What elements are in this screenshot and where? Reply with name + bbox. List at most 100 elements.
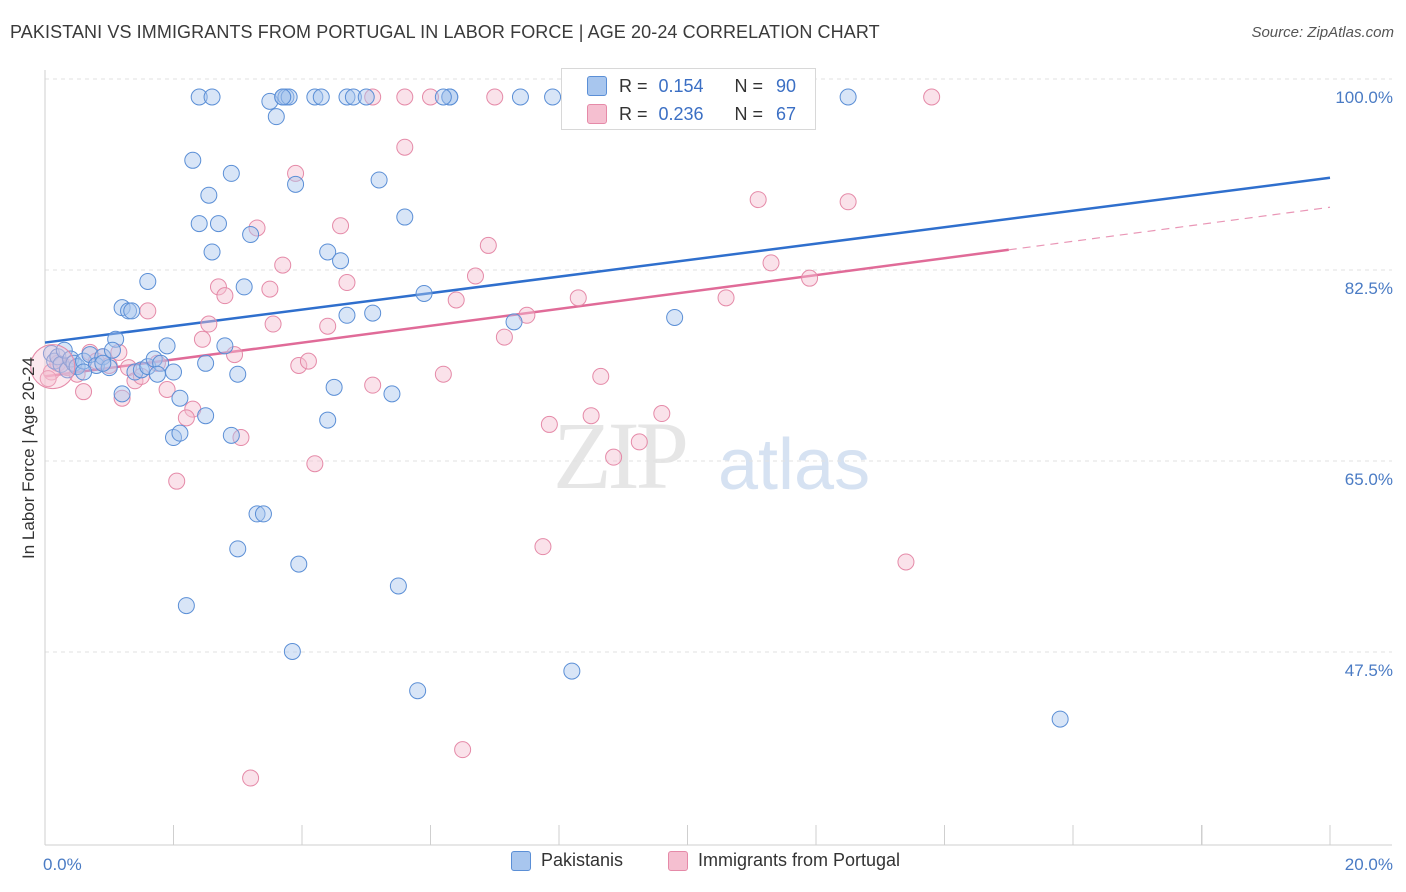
point-portugal — [479, 236, 497, 254]
point-pakistanis — [184, 151, 202, 169]
point-pakistanis — [171, 389, 189, 407]
point-portugal — [592, 367, 610, 385]
data-points — [30, 88, 1069, 787]
point-pakistanis — [152, 354, 170, 372]
point-portugal — [923, 88, 941, 106]
point-portugal — [75, 383, 93, 401]
legend-label-portugal: Immigrants from Portugal — [698, 850, 901, 870]
legend-r-label: R = — [619, 75, 653, 96]
point-pakistanis — [222, 426, 240, 444]
point-portugal — [630, 433, 648, 451]
point-pakistanis — [254, 505, 272, 523]
point-pakistanis — [280, 88, 298, 106]
y-tick-label: 65.0% — [1345, 470, 1393, 489]
legend-r-value: 0.154 — [658, 75, 704, 96]
point-pakistanis — [383, 385, 401, 403]
point-portugal — [248, 219, 266, 237]
point-pakistanis — [222, 164, 240, 182]
point-portugal — [364, 376, 382, 394]
point-pakistanis — [94, 348, 112, 366]
point-pakistanis — [197, 407, 215, 425]
point-portugal — [495, 328, 513, 346]
point-pakistanis — [338, 306, 356, 324]
point-portugal — [762, 254, 780, 272]
point-pakistanis — [126, 363, 144, 381]
point-pakistanis — [75, 363, 93, 381]
point-pakistanis — [319, 243, 337, 261]
legend-n-label: N = — [734, 75, 769, 96]
point-portugal — [447, 291, 465, 309]
point-portugal — [168, 472, 186, 490]
point-pakistanis — [197, 354, 215, 372]
point-pakistanis — [229, 540, 247, 558]
point-pakistanis — [389, 577, 407, 595]
trend-lines — [44, 176, 1331, 378]
point-pakistanis — [1051, 710, 1069, 728]
point-pakistanis — [563, 662, 581, 680]
point-pakistanis — [148, 365, 166, 383]
bottom-legend: Pakistanis Immigrants from Portugal — [0, 850, 1406, 880]
point-pakistanis — [200, 186, 218, 204]
point-portugal — [274, 256, 292, 274]
point-pakistanis — [171, 424, 189, 442]
point-portugal — [396, 88, 414, 106]
point-portugal — [801, 269, 819, 287]
source-label: Source: ZipAtlas.com — [1251, 24, 1394, 41]
legend-row-portugal: R = 0.236 N = 67 — [587, 100, 796, 128]
point-pakistanis — [434, 88, 452, 106]
point-pakistanis — [139, 272, 157, 290]
point-portugal — [200, 315, 218, 333]
point-pakistanis — [441, 88, 459, 106]
point-portugal — [364, 88, 382, 106]
point-pakistanis — [177, 597, 195, 615]
point-pakistanis — [306, 88, 324, 106]
point-portugal — [242, 769, 260, 787]
point-portugal — [299, 352, 317, 370]
point-pakistanis — [190, 88, 208, 106]
point-pakistanis — [332, 252, 350, 270]
point-portugal — [582, 407, 600, 425]
grid-lines — [45, 78, 1392, 653]
point-pakistanis — [261, 92, 279, 110]
point-pakistanis — [344, 88, 362, 106]
point-portugal — [540, 415, 558, 433]
legend-label-pakistanis: Pakistanis — [541, 850, 624, 870]
point-portugal — [306, 455, 324, 473]
point-portugal — [290, 356, 308, 374]
point-portugal — [839, 193, 857, 211]
axes — [44, 70, 1392, 846]
point-portugal — [113, 389, 131, 407]
y-tick-label: 82.5% — [1345, 279, 1393, 298]
point-portugal — [434, 365, 452, 383]
correlation-legend: R = 0.154 N = 90 R = 0.236 N = 67 — [561, 68, 816, 130]
legend-item-pakistanis: Pakistanis — [511, 850, 623, 871]
legend-r-label: R = — [619, 103, 653, 124]
point-pakistanis — [505, 313, 523, 331]
point-portugal — [534, 538, 552, 556]
point-pakistanis — [113, 385, 131, 403]
point-pakistanis — [839, 88, 857, 106]
point-portugal — [261, 280, 279, 298]
point-portugal — [466, 267, 484, 285]
point-pakistanis — [283, 642, 301, 660]
y-axis-label: In Labor Force | Age 20-24 — [19, 357, 38, 559]
point-pakistanis — [94, 354, 112, 372]
legend-n-value: 90 — [776, 75, 797, 96]
point-pakistanis — [203, 88, 221, 106]
point-portugal — [193, 330, 211, 348]
point-portugal — [332, 217, 350, 235]
point-pakistanis — [123, 302, 141, 320]
point-portugal — [486, 88, 504, 106]
point-pakistanis — [396, 208, 414, 226]
point-portugal — [569, 289, 587, 307]
point-portugal — [897, 553, 915, 571]
point-pakistanis — [209, 215, 227, 233]
point-pakistanis — [158, 337, 176, 355]
legend-n-value: 67 — [776, 103, 797, 124]
point-pakistanis — [338, 88, 356, 106]
watermark-atlas: atlas — [718, 425, 871, 505]
point-portugal — [338, 274, 356, 292]
point-portugal — [216, 287, 234, 305]
point-pakistanis — [242, 226, 260, 244]
point-portugal — [110, 343, 128, 361]
